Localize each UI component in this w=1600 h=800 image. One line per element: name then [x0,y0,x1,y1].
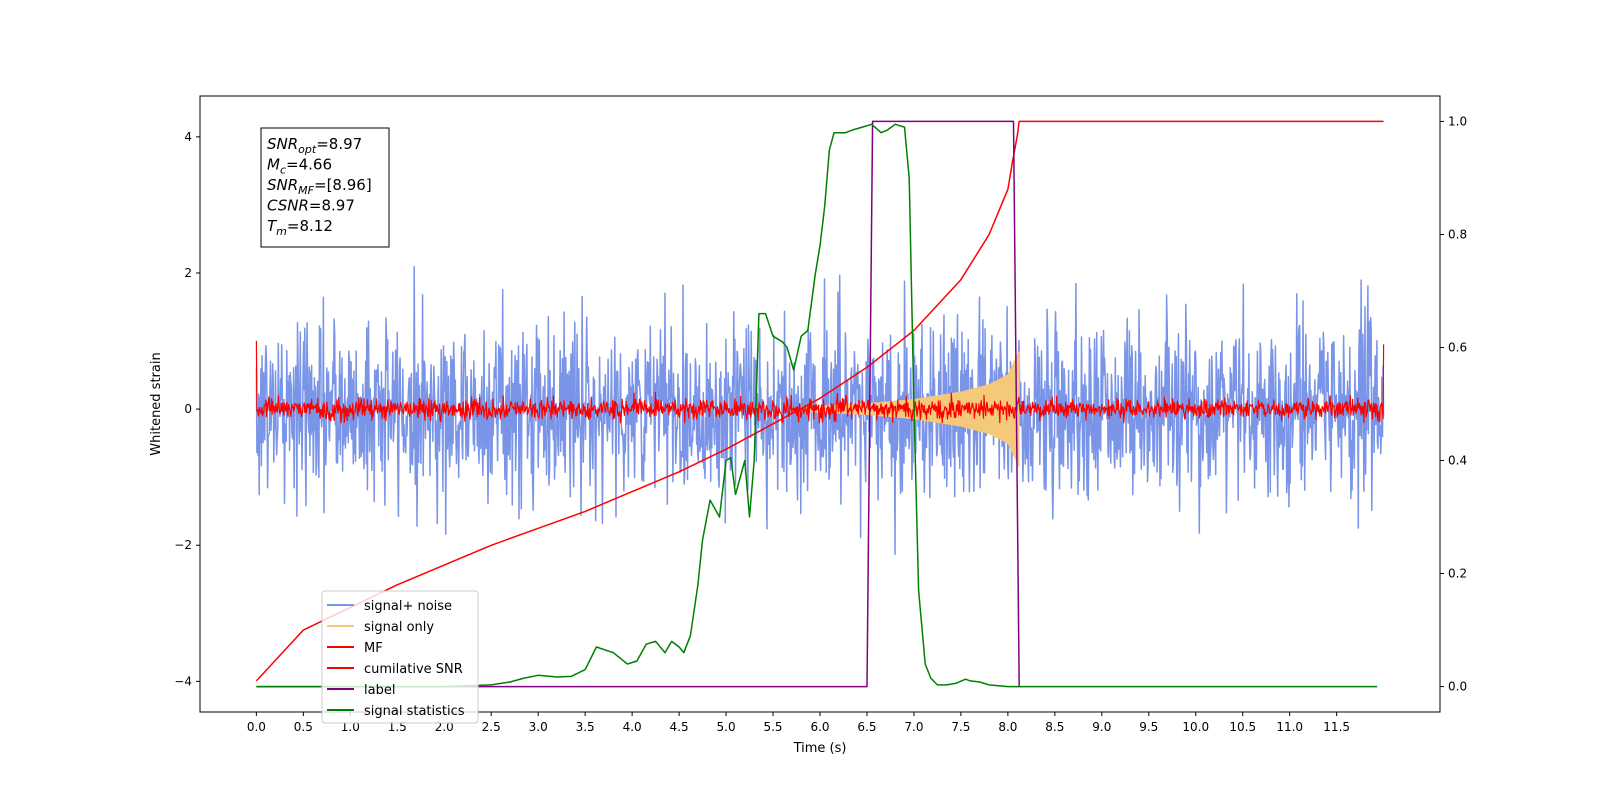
y2-tick-label: 0.4 [1448,454,1467,468]
annotation-subscript: opt [298,143,317,156]
y2-tick-label: 0.0 [1448,680,1467,694]
y-axis-label: Whitened strain [149,352,164,455]
y-tick-label: 0 [184,402,192,416]
annotation-value: =[8.96] [314,176,372,194]
x-tick-label: 3.5 [576,720,595,734]
y2-tick-label: 0.8 [1448,227,1467,241]
annotation-subscript: MF [298,184,314,197]
x-tick-label: 7.0 [904,720,923,734]
annotation-subscript: c [280,164,286,177]
legend-frame [321,590,479,724]
x-tick-label: 2.5 [482,720,501,734]
axes-layer: 0.0 0.5 1.0 1.5 2.0 2.5 3.0 3.5 4.0 4.5 5.0 5.5 6.0 6… [174,114,1467,734]
x-tick-label: 4.0 [623,720,642,734]
x-tick-label: 7.5 [951,720,970,734]
annotation-line: Mc=4.66 [267,156,332,177]
legend-label-signal-noise: signal+ noise [364,599,452,614]
x-tick-label: 10.0 [1182,720,1209,734]
x-tick-label: 11.0 [1276,720,1303,734]
legend-label-mf: MF [364,641,383,656]
x-tick-label: 6.5 [857,720,876,734]
legend-label-cumilative-snr: cumilative SNR [364,662,463,677]
annotation-box: SNRopt=8.97Mc=4.66SNRMF=[8.96]CSNR=8.97T… [260,127,390,248]
series-line-label [256,120,1020,688]
series-line-signal-noise [255,265,1385,556]
annotation-value: =8.97 [309,197,355,215]
y2-tick-label: 1.0 [1448,114,1467,128]
annotation-line: SNRopt=8.97 [267,135,362,156]
y2-tick-label: 0.2 [1448,567,1467,581]
annotation-value: =4.66 [286,156,332,174]
x-tick-label: 5.0 [717,720,736,734]
x-tick-label: 8.5 [1045,720,1064,734]
annotation-symbol: CSNR [267,197,309,215]
legend-label-signal-only: signal only [364,620,434,635]
x-tick-label: 9.0 [1092,720,1111,734]
y-tick-label: −2 [174,538,192,552]
x-tick-label: 4.5 [670,720,689,734]
x-tick-label: 0.0 [247,720,266,734]
legend-label-signal-statistics: signal statistics [364,704,465,719]
x-axis-label: Time (s) [793,741,847,756]
annotation-value: =8.97 [316,135,362,153]
annotation-subscript: m [276,225,287,238]
x-tick-label: 8.0 [998,720,1017,734]
x-tick-label: 5.5 [763,720,782,734]
y-tick-label: 2 [184,266,192,280]
x-tick-label: 0.5 [294,720,313,734]
annotation-symbol: M [267,156,280,174]
series-line-mf [255,340,1385,424]
y2-tick-label: 0.6 [1448,340,1467,354]
annotation-value: =8.12 [287,217,333,235]
x-tick-label: 11.5 [1323,720,1350,734]
x-tick-label: 6.0 [810,720,829,734]
x-tick-label: 3.0 [529,720,548,734]
annotation-line: SNRMF=[8.96] [267,176,372,197]
annotation-line: CSNR=8.97 [267,197,355,215]
annotation-frame [260,127,390,248]
y-tick-label: −4 [174,674,192,688]
annotation-symbol: SNR [267,135,298,153]
legend-label-label: label [364,683,395,698]
x-tick-label: 10.5 [1229,720,1256,734]
x-tick-label: 9.5 [1139,720,1158,734]
y-tick-label: 4 [184,130,192,144]
series-line-cumilative-snr [255,120,1384,682]
annotation-symbol: SNR [267,176,298,194]
series-line-signal-statistics [256,123,1378,688]
annotation-line: Tm=8.12 [267,217,333,238]
series-layer [255,120,1385,688]
legend: signal+ noise signal only MF cumilative SNR… [321,590,479,724]
annotation-symbol: T [267,217,278,235]
